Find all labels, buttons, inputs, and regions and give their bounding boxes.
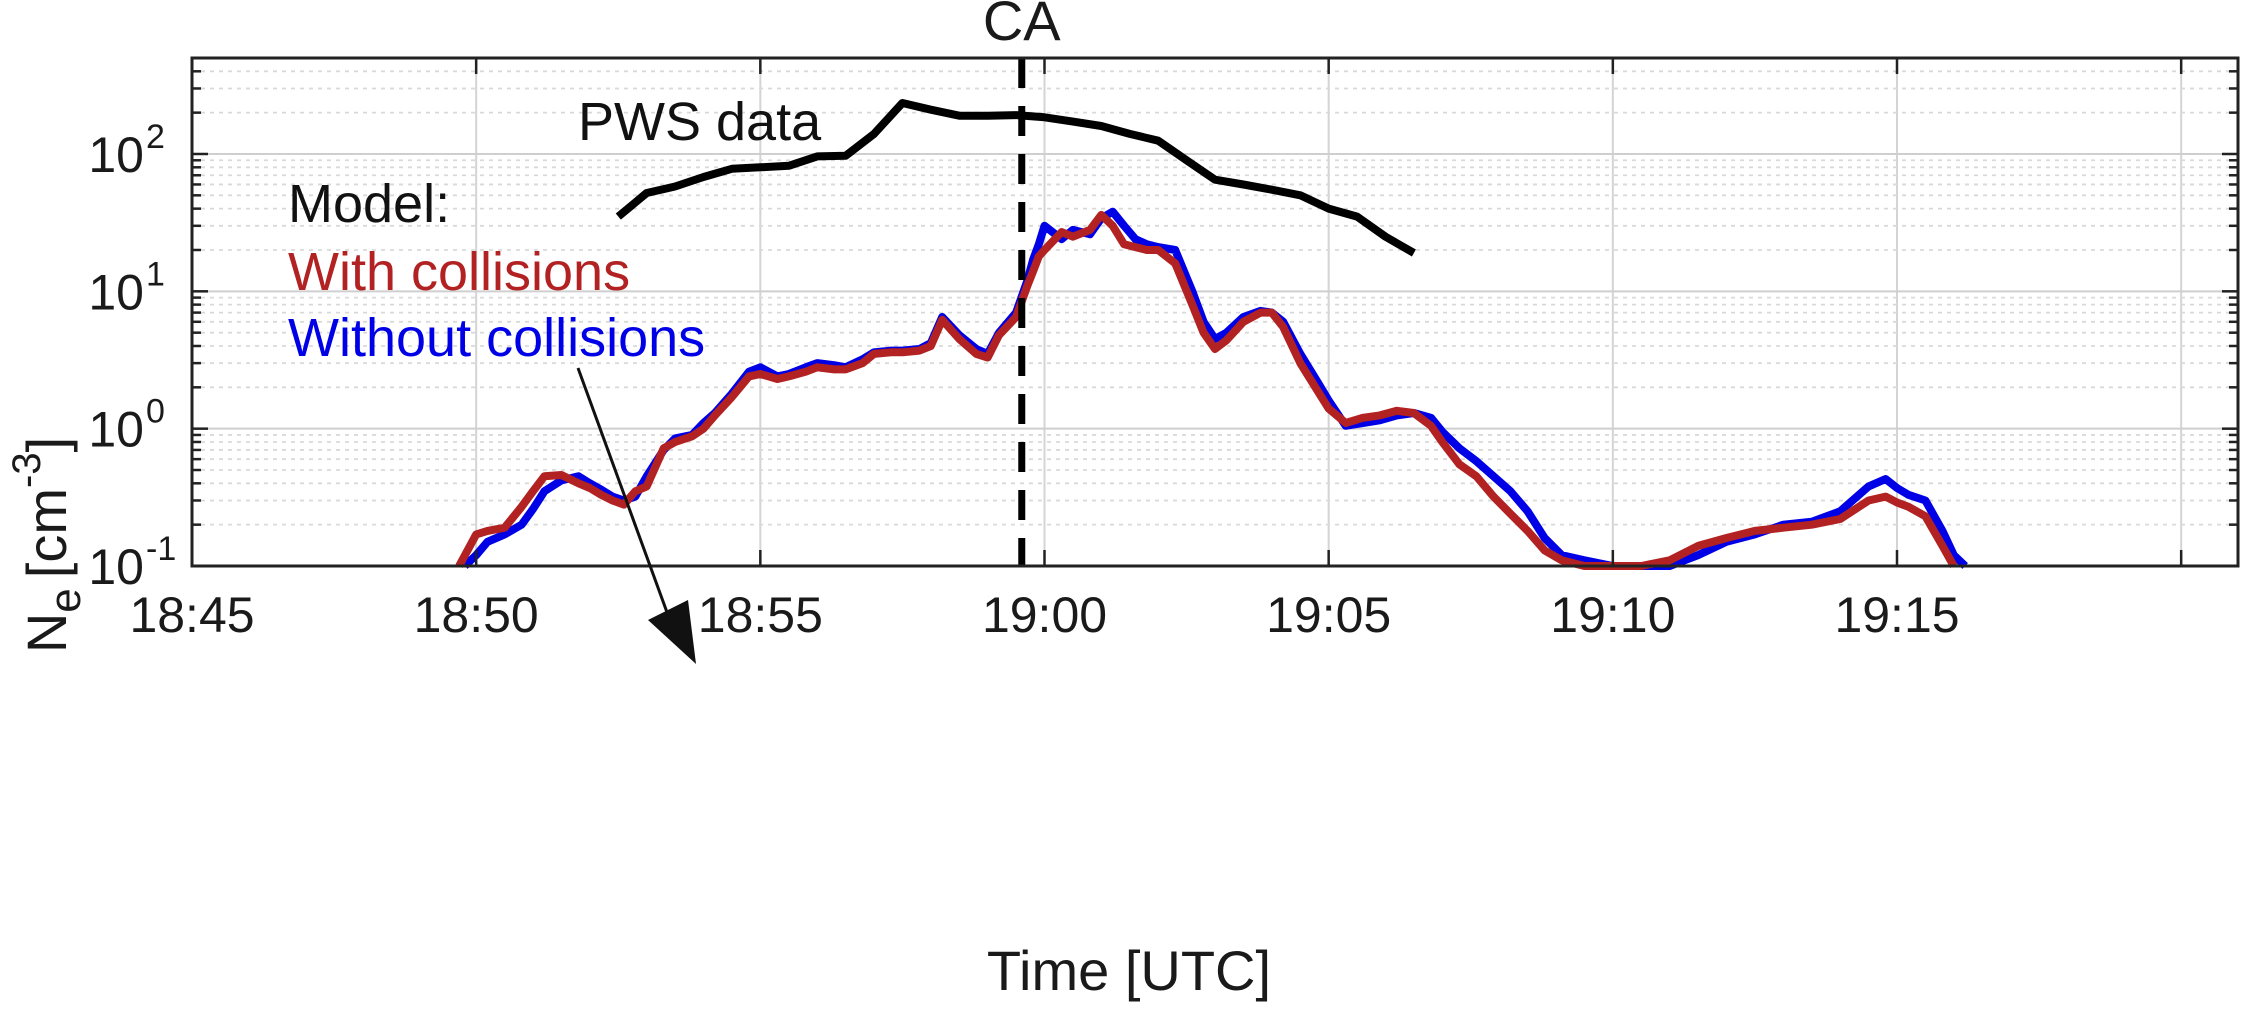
y-tick-label-exponent: -1 xyxy=(146,530,176,568)
y-axis-title-unit: [cm xyxy=(15,488,78,578)
x-tick-label: 19:00 xyxy=(982,587,1107,643)
y-tick-label-exponent: 2 xyxy=(146,118,165,156)
x-tick-label: 19:15 xyxy=(1834,587,1959,643)
annotation-arrow-line xyxy=(576,367,674,627)
y-tick-label: 10 xyxy=(88,539,144,595)
ticks xyxy=(190,56,2238,568)
x-tick-label: 18:45 xyxy=(129,587,254,643)
x-tick-label: 18:55 xyxy=(698,587,823,643)
annotation-without-collisions: Without collisions xyxy=(288,308,705,368)
y-axis-title: Ne [cm-3] xyxy=(5,437,90,653)
y-axis-title-exp: -3 xyxy=(5,452,49,488)
annotation-arrow-head xyxy=(648,600,696,664)
y-axis-title-close: ] xyxy=(15,437,78,453)
y-tick-label: 10 xyxy=(88,264,144,320)
x-tick-label: 18:50 xyxy=(414,587,539,643)
series-line-pws-data xyxy=(615,99,1416,257)
x-tick-labels: 18:45 18:50 18:55 19:00 19:05 19:10 19:15 xyxy=(129,587,1959,643)
y-axis-title-sub: e xyxy=(41,588,90,612)
y-tick-label: 10 xyxy=(88,127,144,183)
x-tick-label: 19:05 xyxy=(1266,587,1391,643)
x-axis-title: Time [UTC] xyxy=(987,939,1271,1002)
annotation-with-collisions: With collisions xyxy=(288,242,630,302)
x-tick-label: 19:10 xyxy=(1550,587,1675,643)
y-tick-label: 10 xyxy=(88,402,144,458)
grid xyxy=(191,57,2238,567)
annotation-model: Model: xyxy=(288,174,450,234)
ca-label: CA xyxy=(983,0,1061,52)
y-tick-label-exponent: 0 xyxy=(146,393,165,431)
y-axis-title-main: N xyxy=(15,613,78,653)
annotation-pws-data: PWS data xyxy=(578,92,822,152)
y-tick-label-exponent: 1 xyxy=(146,255,165,293)
